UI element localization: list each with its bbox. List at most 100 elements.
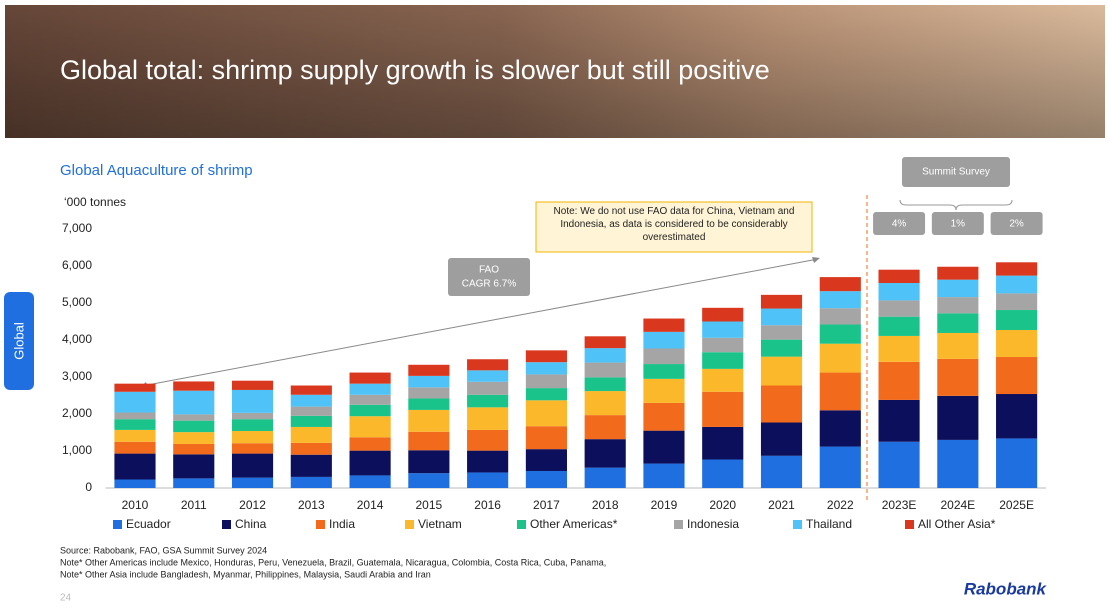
bar-segment xyxy=(643,318,685,332)
bar-segment xyxy=(702,459,744,488)
bar-segment xyxy=(467,370,509,382)
bar-segment xyxy=(643,348,685,365)
y-tick-label: 3,000 xyxy=(62,369,92,383)
bar-segment xyxy=(231,419,274,432)
plot: 0 1,000 2,000 3,000 4,000 5,000 6,000 7,000 2010… xyxy=(62,221,1046,531)
bar-segment xyxy=(937,297,979,314)
y-axis-label: ‘000 tonnes xyxy=(64,195,126,209)
bar-segment xyxy=(760,385,803,423)
bar-segment xyxy=(996,275,1038,294)
bar-segment xyxy=(584,336,626,349)
x-tick-label: 2024E xyxy=(940,498,975,512)
bar-segment xyxy=(525,362,567,375)
fao-label: FAO xyxy=(479,265,499,276)
bar-segment xyxy=(290,406,332,416)
bar-segment xyxy=(525,388,567,401)
bar-segment xyxy=(173,390,215,415)
growth-label: 2% xyxy=(1009,219,1024,230)
bar-segment xyxy=(349,450,391,476)
bar-segment xyxy=(408,409,450,432)
fao-cagr: CAGR 6.7% xyxy=(462,279,517,290)
bar-segment xyxy=(702,352,744,369)
bar-segment xyxy=(760,294,803,309)
bar-segment xyxy=(643,402,685,431)
growth-labels: 4% 1% 2% xyxy=(873,212,1043,235)
bar-segment xyxy=(584,391,626,416)
bar-segment xyxy=(231,443,274,454)
legend-label: Other Americas* xyxy=(530,517,618,531)
bar-segment xyxy=(996,394,1038,439)
side-tab xyxy=(4,292,34,390)
slide-title: Global total: shrimp supply growth is sl… xyxy=(60,55,770,85)
bar-segment xyxy=(760,455,803,488)
bar-segment xyxy=(408,450,450,474)
bar-segment xyxy=(878,269,920,284)
bar-segment xyxy=(525,400,567,427)
bar-segment xyxy=(290,454,332,477)
legend-swatch xyxy=(905,520,914,529)
bar-segment xyxy=(643,463,685,488)
growth-box xyxy=(931,212,984,235)
bar-segment xyxy=(702,391,744,427)
bar-segment xyxy=(349,437,391,451)
bar-segment xyxy=(349,416,391,438)
bar-segment xyxy=(819,308,861,325)
bar-segment xyxy=(937,439,979,488)
bar-segment xyxy=(643,331,685,349)
bar-segment xyxy=(584,415,626,440)
legend-swatch xyxy=(222,520,231,529)
legend-label: All Other Asia* xyxy=(918,517,996,531)
bar-segment xyxy=(290,476,332,488)
bar-segment xyxy=(467,450,509,473)
x-tick-label: 2011 xyxy=(181,498,207,512)
bar-segment xyxy=(584,467,626,488)
bar-segment xyxy=(525,426,567,450)
legend-swatch xyxy=(316,520,325,529)
note-wrap: Note: We do not use FAO data for China, … xyxy=(554,206,795,243)
bar-segment xyxy=(702,368,744,392)
bar-segment xyxy=(878,335,920,362)
bar-segment xyxy=(114,419,156,430)
bar-segment xyxy=(760,325,803,340)
growth-label: 4% xyxy=(892,219,907,230)
source-line: Source: Rabobank, FAO, GSA Summit Survey… xyxy=(60,545,267,555)
bar-segment xyxy=(173,420,215,433)
bar-segment xyxy=(467,429,509,451)
bar-segment xyxy=(937,332,979,359)
y-tick-label: 5,000 xyxy=(62,295,92,309)
legend-swatch xyxy=(113,520,122,529)
bar-segment xyxy=(349,394,391,405)
survey-box xyxy=(902,157,1010,187)
bar-segment xyxy=(290,426,332,443)
y-tick-label: 0 xyxy=(85,480,92,494)
x-tick-label: 2025E xyxy=(999,498,1034,512)
survey-label: Summit Survey xyxy=(922,167,990,178)
bar-segment xyxy=(702,307,744,322)
bar-segment xyxy=(760,339,803,357)
header-shade xyxy=(5,5,1105,138)
x-tick-label: 2015 xyxy=(416,498,443,512)
bar-segment xyxy=(584,439,626,468)
x-tick-label: 2023E xyxy=(882,498,917,512)
bar-segment xyxy=(819,324,861,344)
page-number: 24 xyxy=(60,593,72,604)
legend-label: China xyxy=(235,517,267,531)
legend-label: Thailand xyxy=(806,517,852,531)
x-tick-label: 2013 xyxy=(298,498,325,512)
y-tick-label: 2,000 xyxy=(62,406,92,420)
bar-segment xyxy=(819,372,861,411)
bar-segment xyxy=(702,321,744,338)
bar-segment xyxy=(643,430,685,464)
bar-segment xyxy=(467,407,509,430)
bar-segment xyxy=(114,383,156,392)
bar-segment xyxy=(996,330,1038,358)
bar-segment xyxy=(584,362,626,378)
bar-segment xyxy=(231,431,274,444)
bar-segment xyxy=(408,375,450,388)
bar-segment xyxy=(702,337,744,353)
bar-segment xyxy=(231,453,274,478)
bar-segment xyxy=(996,293,1038,311)
bar-segment xyxy=(231,477,274,488)
bar-segment xyxy=(114,429,156,442)
